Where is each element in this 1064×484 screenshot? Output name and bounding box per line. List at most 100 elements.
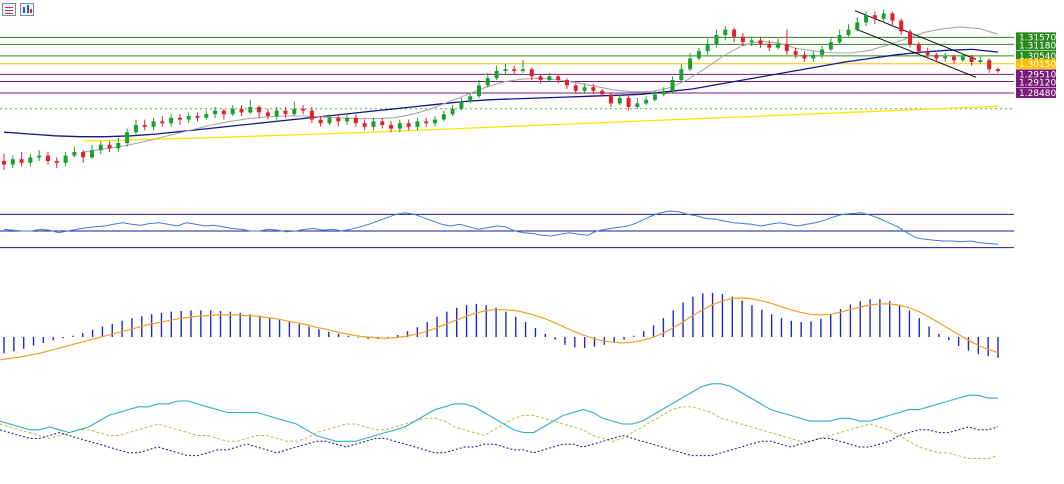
candle-body (169, 117, 174, 124)
candle-body (125, 132, 130, 143)
macd-panel (0, 292, 999, 361)
price-label-text: 1.29120 (1019, 78, 1056, 88)
candle-body (54, 161, 59, 163)
macd-signal-line (0, 297, 999, 361)
chart-properties-icon[interactable] (20, 3, 34, 16)
candle-body (846, 29, 851, 35)
candle-body (389, 125, 394, 129)
candle-body (881, 13, 886, 19)
candle-body (943, 56, 948, 59)
candle-body (72, 152, 77, 156)
candle-body (28, 157, 33, 163)
candle-body (2, 161, 6, 165)
candle-body (520, 69, 525, 71)
candle-body (908, 31, 913, 44)
candle-body (345, 117, 350, 122)
candle-body (582, 87, 587, 91)
candle-body (626, 98, 631, 107)
price-label-text: 1.29510 (1019, 70, 1056, 80)
candle-body (529, 69, 534, 77)
ma-mid-line (3, 48, 999, 138)
rsi-panel (0, 210, 1014, 249)
candle-body (556, 76, 561, 80)
candle-body (934, 54, 939, 59)
candle-body (10, 159, 15, 165)
candle-body (248, 107, 253, 113)
candle-body (433, 119, 438, 124)
candle-body (239, 108, 244, 113)
candle-body (890, 13, 895, 21)
candle-body (996, 69, 1000, 71)
di-minus-line (0, 426, 999, 457)
candle-body (274, 110, 279, 116)
candle-body (969, 56, 974, 62)
price-levels (0, 36, 1014, 110)
candle-body (767, 44, 772, 48)
candle-body (828, 42, 833, 50)
candle-body (705, 44, 710, 52)
candle-body (441, 114, 446, 120)
candle-body (960, 56, 965, 61)
candle-body (855, 22, 860, 30)
candles (2, 9, 1000, 170)
price-labels: 1.315701.311801.305401.301501.295101.291… (1016, 32, 1056, 99)
candle-body (793, 51, 798, 55)
adx-panel (0, 383, 999, 459)
price-label-bg (1016, 40, 1056, 51)
candle-body (107, 144, 112, 149)
price-label-bg (1016, 50, 1056, 61)
ma-fast-line (83, 26, 999, 153)
candle-body (380, 121, 385, 125)
candle-body (617, 98, 622, 104)
adx-line (0, 383, 998, 442)
candle-body (265, 112, 270, 116)
candle-body (424, 121, 429, 124)
candle-body (353, 117, 358, 124)
candle-body (688, 58, 693, 70)
candle-body (494, 71, 499, 79)
candle-body (81, 152, 86, 158)
indicator-list-icon[interactable] (2, 3, 16, 16)
candle-body (142, 125, 147, 127)
price-label-bg (1016, 69, 1056, 80)
candle-body (186, 116, 191, 120)
candle-body (661, 90, 666, 95)
di-plus-line (0, 406, 999, 459)
candle-body (837, 35, 842, 43)
price-label-bg (1016, 87, 1056, 98)
candle-body (468, 96, 473, 102)
candle-body (696, 51, 701, 59)
candle-body (204, 114, 209, 118)
candle-body (784, 44, 789, 52)
candle-body (230, 108, 235, 115)
candle-body (257, 107, 262, 113)
candle-body (749, 40, 754, 43)
candle-body (925, 51, 930, 55)
candle-body (512, 69, 517, 71)
candle-body (151, 121, 156, 127)
candle-body (952, 56, 957, 61)
candle-body (740, 36, 745, 43)
candle-body (116, 143, 121, 149)
candle-body (98, 144, 103, 151)
candle-body (160, 121, 165, 124)
candle-body (327, 117, 332, 124)
price-label-text: 1.31180 (1019, 41, 1056, 51)
candle-body (177, 117, 182, 120)
candle-body (864, 15, 869, 23)
candle-body (652, 94, 657, 100)
candle-body (723, 29, 728, 35)
candle-body (547, 76, 552, 80)
candle-body (608, 94, 613, 104)
price-label-text: 1.28480 (1019, 89, 1056, 99)
candle-body (221, 110, 226, 115)
candle-body (820, 49, 825, 55)
candle-body (732, 29, 737, 37)
price-label-bg (1016, 58, 1056, 69)
candle-body (195, 116, 200, 118)
candle-body (406, 123, 411, 127)
price-label-text: 1.31570 (1019, 33, 1056, 43)
candle-body (19, 159, 24, 163)
candle-body (573, 85, 578, 91)
